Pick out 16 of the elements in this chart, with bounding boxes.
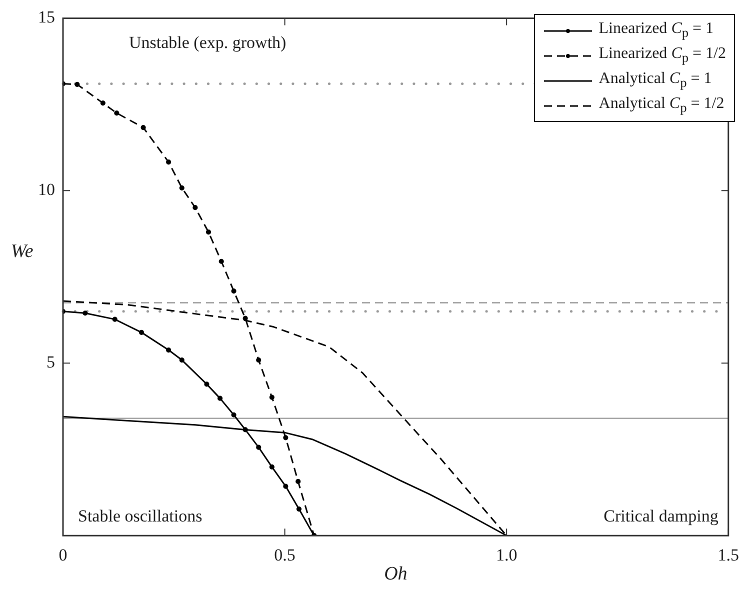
y-tick-label: 10 <box>38 180 55 200</box>
annotation: Critical damping <box>604 506 719 526</box>
x-tick-label: 1.0 <box>496 545 518 564</box>
y-axis-title: We <box>10 240 34 262</box>
legend-label: Linearized C$_{p}$ = 1/2 <box>598 44 726 66</box>
x-tick-label: 0 <box>58 545 68 564</box>
x-tick-label: 1.5 <box>718 545 739 564</box>
y-tick-label: 15 <box>38 8 55 27</box>
x-axis-title: Oh <box>384 564 408 585</box>
legend-label: Linearized C$_{p}$ = 1 <box>598 20 714 42</box>
legend-label: Analytical C$_{p}$ = 1/2 <box>598 94 724 116</box>
legend-label: Analytical C$_{p}$ = 1 <box>598 70 712 92</box>
annotation: Unstable (exp. growth) <box>129 33 286 52</box>
x-tick-label: 0.5 <box>274 545 296 564</box>
y-tick-label: 5 <box>46 352 55 372</box>
annotation: Stable oscillations <box>78 506 202 526</box>
